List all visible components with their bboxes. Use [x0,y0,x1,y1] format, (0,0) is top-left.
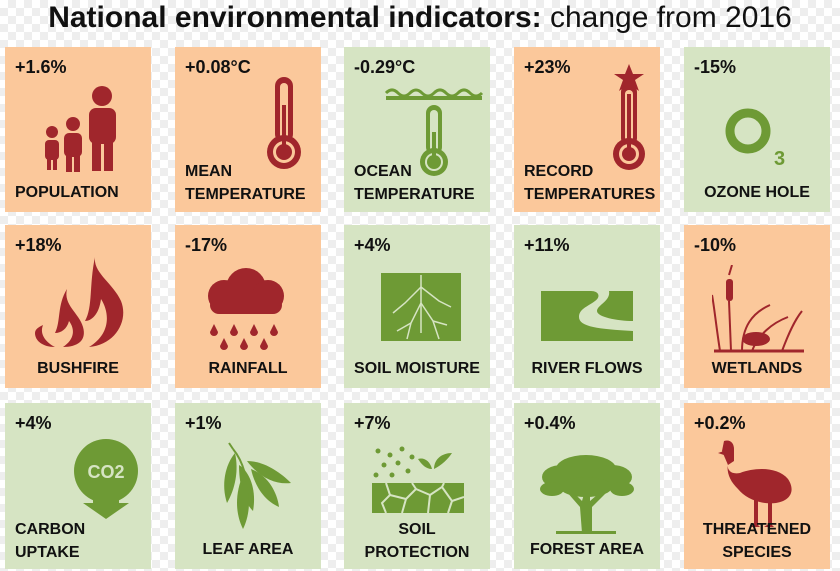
tile-label: RAINFALL [208,360,288,377]
cassowary-icon [718,440,792,527]
tile-label: CARBON UPTAKE [5,518,151,564]
page-title: National environmental indicators: chang… [0,0,840,38]
fire-icon [35,257,124,347]
tile-label: SOIL PROTECTION [344,518,490,564]
svg-text:3: 3 [774,148,785,170]
tile-label: OCEAN TEMPERATURE [344,160,490,206]
label-line1: SOIL [398,521,436,538]
tile-mean-temperature: +0.08°C MEAN TEMPERATURE [175,47,321,212]
thermometer-icon [267,77,301,169]
tile-value: +1.6% [15,57,67,77]
tile-label: FOREST AREA [529,541,645,558]
soil-protection-icon [372,446,464,514]
label-line2: TEMPERATURE [354,186,475,203]
label-line2: UPTAKE [15,544,80,561]
soil-roots-icon [381,273,461,341]
tile-value: +18% [15,235,62,255]
tile-label: BUSHFIRE [37,360,119,377]
leaves-icon [224,442,291,529]
rain-cloud-icon [208,268,284,350]
people-icon [45,86,116,172]
title-rest: change from 2016 [541,1,792,34]
river-icon [541,291,633,341]
tile-label: RIVER FLOWS [531,360,643,377]
label-line1: CARBON [15,521,86,538]
co2-text: CO2 [87,462,124,482]
label-line1: OCEAN [354,163,412,180]
tile-value: -0.29°C [354,57,416,77]
tile-record-temperatures: +23% RECORD TEMPERATURES [514,47,660,212]
tile-value: +0.2% [694,413,746,433]
label-line1: THREATENED [702,521,812,538]
tile-river-flows: +11% RIVER FLOWS [514,225,660,388]
label-line2: PROTECTION [364,544,470,561]
label-line2: TEMPERATURES [524,186,656,203]
tile-label: MEAN TEMPERATURE [175,160,321,206]
tile-value: +0.4% [524,413,576,433]
tile-value: -15% [694,57,737,77]
tile-value: -17% [185,235,228,255]
tile-label: OZONE HOLE [704,184,810,201]
tile-soil-moisture: +4% SOIL MOISTURE [344,225,490,388]
tile-ocean-temperature: -0.29°C OCEAN TEMPERATURE [344,47,490,212]
tile-value: +23% [524,57,571,77]
tree-icon [540,455,634,534]
tile-bushfire: +18% BUSHFIRE [5,225,151,388]
ozone-icon: 3 [725,108,785,170]
label-line2: TEMPERATURE [185,186,306,203]
label-line1: RECORD [524,163,594,180]
record-thermometer-icon [613,64,645,170]
tile-label: POPULATION [15,184,119,201]
tile-value: +1% [185,413,222,433]
label-line2: SPECIES [722,544,792,561]
tile-value: +0.08°C [185,57,251,77]
tile-label: RECORD TEMPERATURES [514,160,660,206]
tile-value: +4% [15,413,52,433]
tile-label: WETLANDS [711,360,803,377]
tile-population: +1.6% POPULATION [5,47,151,212]
co2-icon: CO2 [74,439,138,519]
tile-label: THREATENED SPECIES [684,518,830,564]
tile-label: SOIL MOISTURE [354,360,480,377]
tile-label: LEAF AREA [202,541,294,558]
tile-value: +7% [354,413,391,433]
wetlands-icon [712,265,804,353]
tile-wetlands: -10% WETLANDS [684,225,830,388]
label-line1: MEAN [185,163,233,180]
tile-threatened-species: +0.2% THREATENED SPECIES [684,403,830,569]
tile-ozone-hole: -15% 3 OZONE HOLE [684,47,830,212]
tile-value: +11% [524,235,570,255]
tile-rainfall: -17% RAINFALL [175,225,321,388]
title-bold: National environmental indicators: [48,1,542,34]
tile-value: -10% [694,235,737,255]
tile-forest-area: +0.4% FOREST AREA [514,403,660,569]
tile-soil-protection: +7% SOIL PROTECTION [344,403,490,569]
ocean-thermometer-icon [384,88,484,176]
tile-leaf-area: +1% LEAF AREA [175,403,321,569]
tile-carbon-uptake: +4% CO2 CARBON UPTAKE [5,403,151,569]
tile-value: +4% [354,235,391,255]
